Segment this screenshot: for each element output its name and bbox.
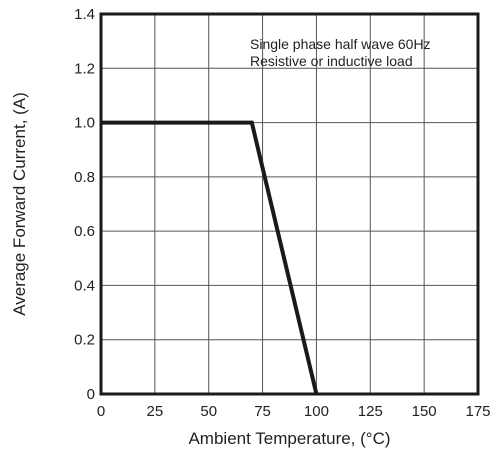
- annotation-line-2: Resistive or inductive load: [250, 53, 413, 69]
- x-tick-label: 75: [254, 403, 271, 420]
- x-tick-label: 125: [358, 403, 383, 420]
- x-tick-label: 0: [97, 403, 105, 420]
- y-tick-labels: 0 0.2 0.4 0.6 0.8 1.0 1.2 1.4: [74, 6, 95, 403]
- y-tick-label: 0.2: [74, 332, 95, 349]
- grid-lines: [101, 14, 478, 394]
- series-layer: [101, 120, 319, 395]
- derating-curve: [101, 120, 319, 395]
- y-axis-title: Average Forward Current, (A): [10, 92, 29, 316]
- plot-frame: [99, 12, 480, 396]
- y-tick-label: 0: [87, 386, 95, 403]
- y-tick-label: 0.6: [74, 223, 95, 240]
- x-tick-label: 25: [147, 403, 164, 420]
- x-tick-label: 100: [304, 403, 329, 420]
- annotation-line-1: Single phase half wave 60Hz: [250, 36, 431, 52]
- y-tick-label: 1.4: [74, 6, 95, 23]
- y-tick-label: 1.0: [74, 115, 95, 132]
- x-tick-labels: 0 25 50 75 100 125 150 175: [97, 403, 491, 420]
- x-axis-title: Ambient Temperature, (°C): [188, 429, 390, 448]
- x-tick-label: 175: [465, 403, 490, 420]
- x-tick-label: 50: [200, 403, 217, 420]
- x-tick-label: 150: [412, 403, 437, 420]
- y-tick-label: 1.2: [74, 60, 95, 77]
- y-tick-label: 0.4: [74, 277, 95, 294]
- y-tick-label: 0.8: [74, 169, 95, 186]
